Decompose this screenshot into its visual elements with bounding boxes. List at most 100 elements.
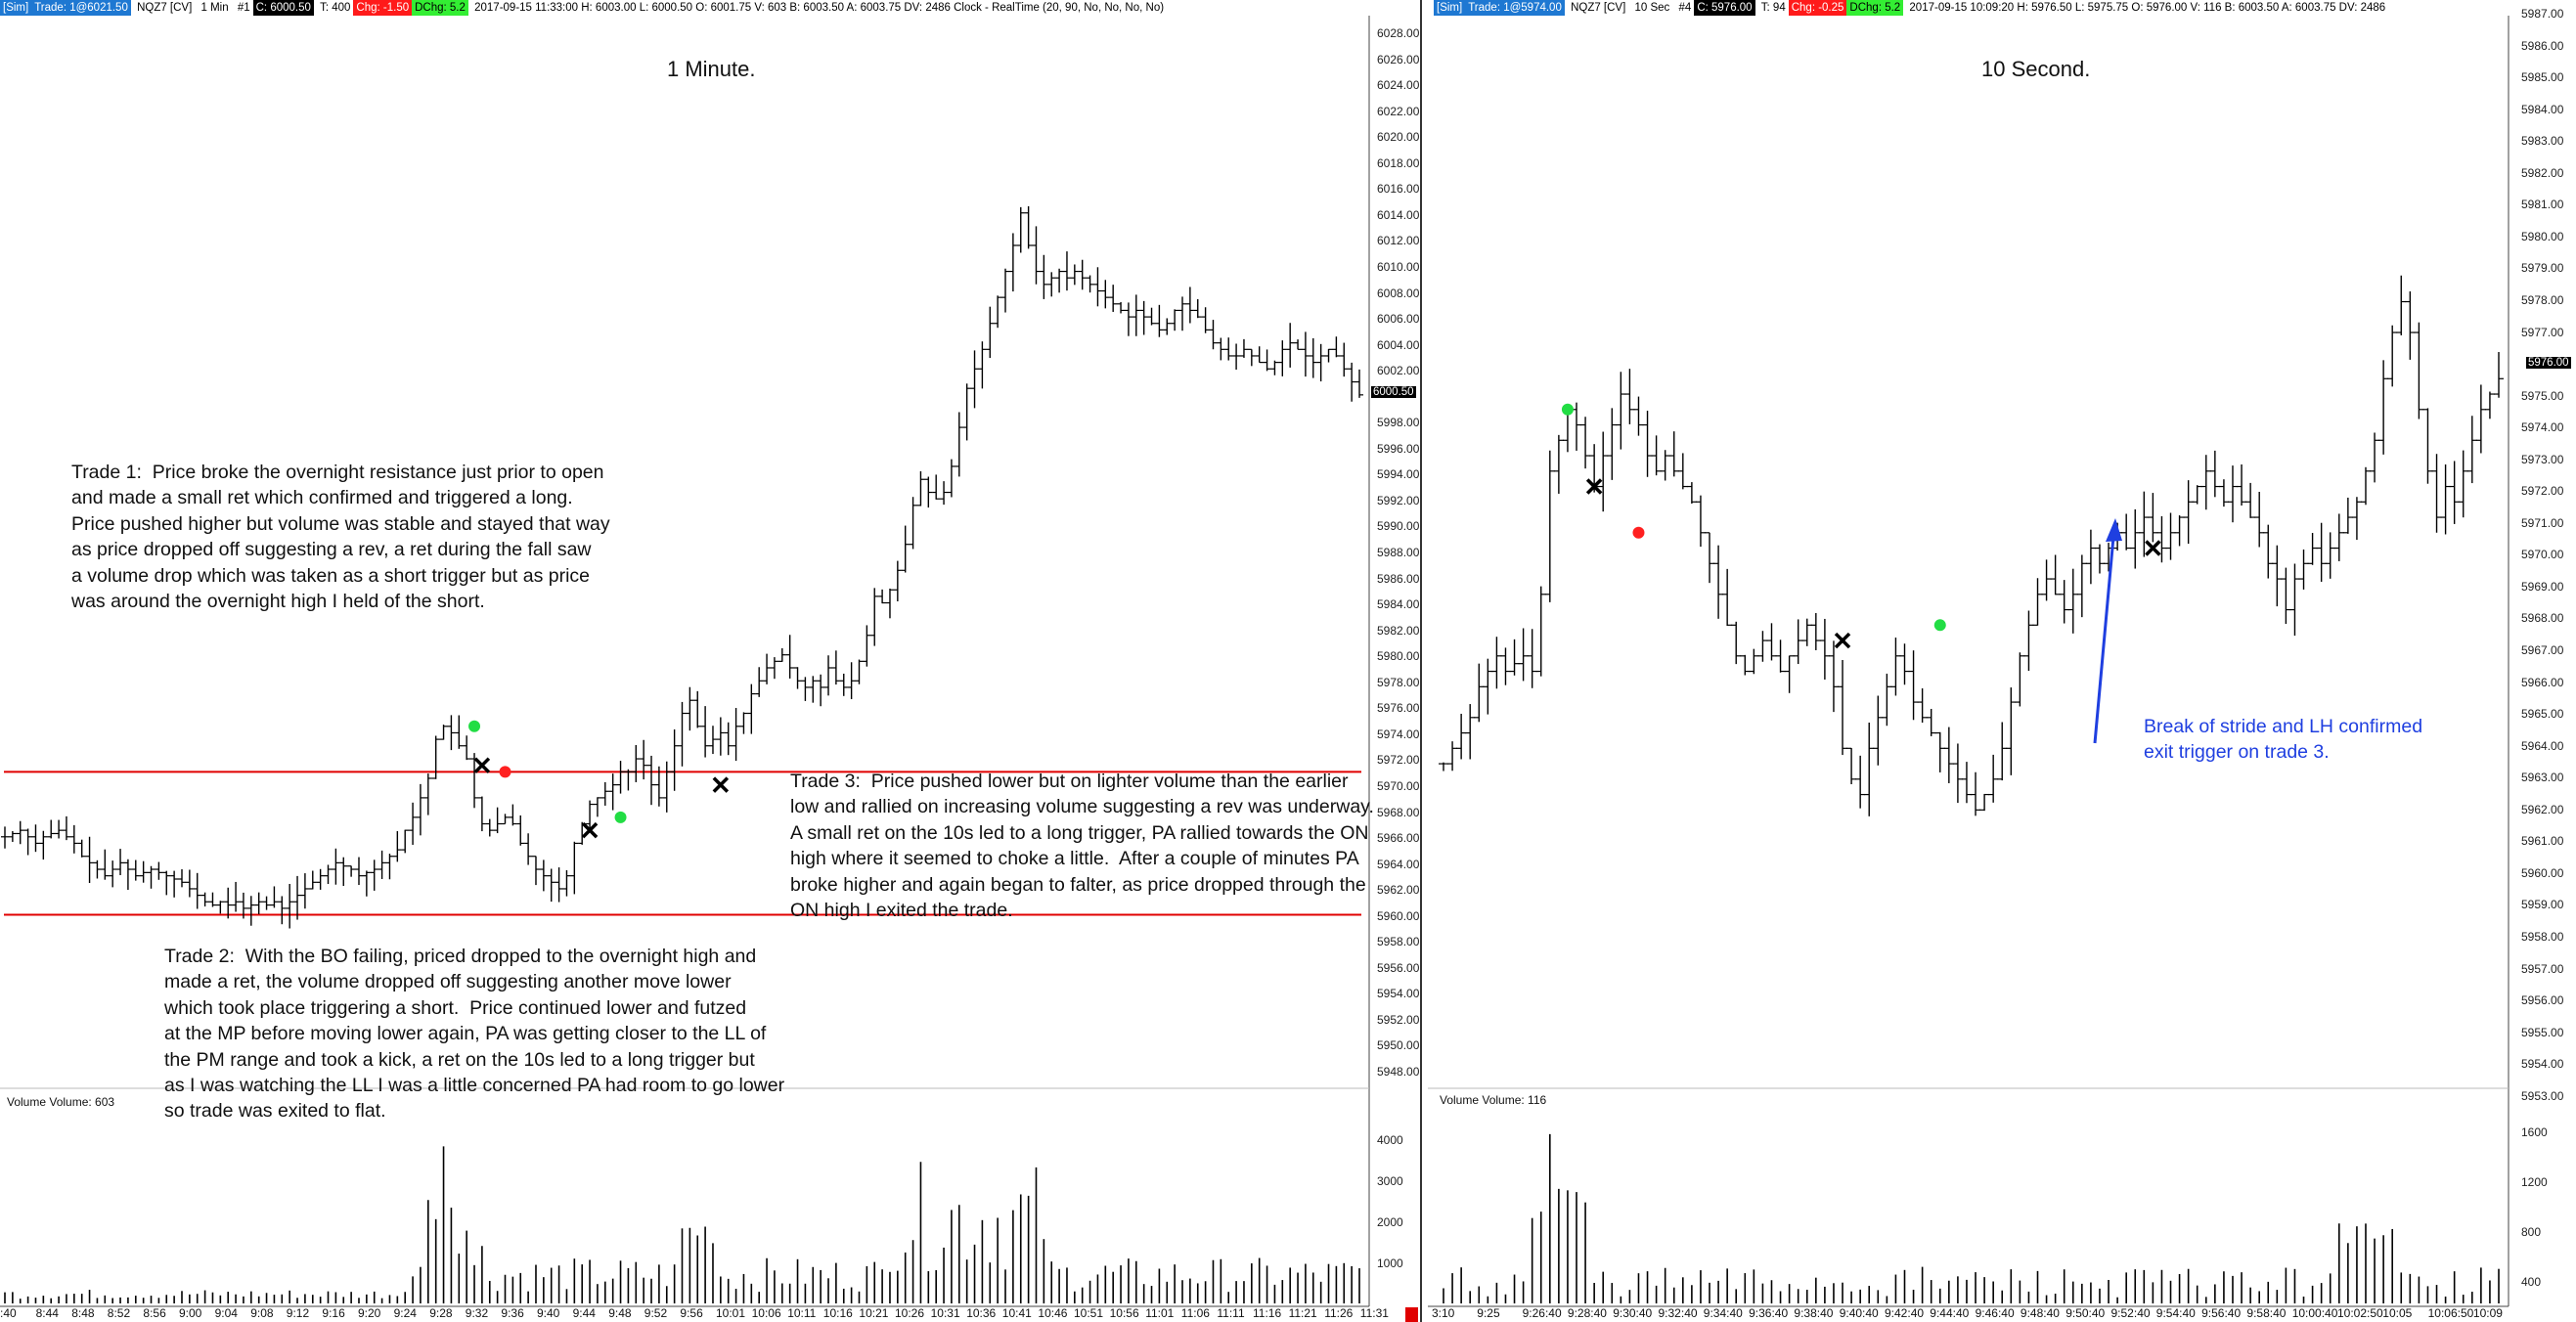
price-tick-label: 5972.00 [2521, 484, 2564, 499]
price-tick-label: 5981.00 [2521, 198, 2564, 212]
price-tick-label: 5980.00 [1377, 649, 1420, 664]
price-tick-label: 6026.00 [1377, 52, 1420, 66]
price-tick-label: 5980.00 [2521, 229, 2564, 243]
time-tick-label: 11:21 [1288, 1306, 1317, 1320]
volume-tick-label: 3000 [1377, 1174, 1403, 1188]
time-tick-label: 8:48 [71, 1306, 95, 1320]
volume-tick-label: 800 [2521, 1225, 2542, 1239]
time-tick-label: 11:06 [1180, 1306, 1210, 1320]
price-tick-label: 5958.00 [1377, 935, 1420, 949]
time-tick-label: 9:00 [179, 1306, 202, 1320]
price-tick-label: 5961.00 [2521, 834, 2564, 849]
time-tick-label: 9:36:40 [1749, 1306, 1789, 1320]
trade3-annotation: Trade 3: Price pushed lower but on light… [790, 771, 1374, 922]
price-tick-label: 6002.00 [1377, 364, 1420, 378]
time-tick-label: 11:16 [1253, 1306, 1282, 1320]
trade-badge: Trade: 1@6021.50 [31, 0, 131, 16]
time-tick-label: 10:06 [751, 1306, 781, 1320]
price-chart-10sec[interactable] [1428, 0, 2576, 1322]
price-tick-label: 5990.00 [1377, 519, 1420, 534]
bar-info: 2017-09-15 11:33:00 H: 6003.00 L: 6000.5… [474, 2, 1165, 14]
time-tick-label: 9:58:40 [2246, 1306, 2287, 1320]
status-bar: [Sim] Trade: 1@5974.00 NQZ7 [CV] 10 Sec #… [1434, 0, 2388, 16]
time-tick-label: 10:01 [716, 1306, 746, 1320]
price-tick-label: 5956.00 [1377, 960, 1420, 975]
volume-tick-label: 1200 [2521, 1175, 2548, 1189]
close-badge: C: 6000.50 [252, 0, 314, 16]
long-entry-marker [1933, 619, 1946, 632]
ticks-label: T: 94 [1760, 2, 1786, 14]
time-tick-label: 9:16 [322, 1306, 345, 1320]
price-tick-label: 5963.00 [2521, 771, 2564, 785]
volume-tick-label: 2000 [1377, 1215, 1403, 1229]
price-tick-label: 6022.00 [1377, 104, 1420, 118]
price-tick-label: 6016.00 [1377, 182, 1420, 197]
time-tick-label: 9:20 [358, 1306, 381, 1320]
price-tick-label: 5984.00 [2521, 102, 2564, 116]
price-tick-label: 5966.00 [1377, 831, 1420, 846]
chart-number: #1 [237, 2, 250, 14]
time-tick-label: 9:24 [393, 1306, 417, 1320]
time-tick-label: 10:56 [1109, 1306, 1139, 1320]
time-tick-label: 9:52 [644, 1306, 668, 1320]
change-badge: Chg: -1.50 [353, 0, 413, 16]
last-price-tag: 6000.50 [1371, 386, 1416, 398]
daily-change-badge: DChg: 5.2 [1846, 0, 1904, 16]
price-tick-label: 5958.00 [2521, 929, 2564, 944]
price-tick-label: 5965.00 [2521, 707, 2564, 722]
price-tick-label: 5959.00 [2521, 898, 2564, 912]
price-tick-label: 5952.00 [1377, 1012, 1420, 1027]
arrow-head-icon [2106, 518, 2122, 542]
price-tick-label: 5992.00 [1377, 493, 1420, 507]
price-tick-label: 5979.00 [2521, 261, 2564, 276]
price-tick-label: 5974.00 [2521, 420, 2564, 435]
status-indicator [1405, 1307, 1418, 1322]
price-tick-label: 5970.00 [1377, 778, 1420, 793]
time-tick-label: 10:00:40 [2291, 1306, 2338, 1320]
price-tick-label: 5953.00 [2521, 1088, 2564, 1103]
time-axis[interactable]: 3:10 9:25 9:26:40 9:28:40 9:30:40 9:32:40 9:34… [1428, 1306, 2523, 1322]
price-tick-label: 5969.00 [2521, 579, 2564, 594]
price-tick-label: 5984.00 [1377, 597, 1420, 612]
symbol-label: NQZ7 [CV] [137, 2, 193, 14]
price-tick-label: 5978.00 [2521, 292, 2564, 307]
price-tick-label: 6008.00 [1377, 286, 1420, 300]
time-tick-label: 9:32 [465, 1306, 489, 1320]
time-tick-label: 9:50:40 [2065, 1306, 2106, 1320]
price-tick-label: 5983.00 [2521, 134, 2564, 149]
time-tick-label: 11:26 [1324, 1306, 1354, 1320]
price-tick-label: 5994.00 [1377, 467, 1420, 482]
trade1-annotation: Trade 1: Price broke the overnight resis… [71, 462, 610, 613]
volume-title: Volume Volume: 116 [1440, 1093, 1547, 1107]
time-axis[interactable]: :40 8:44 8:48 8:52 8:56 9:00 9:04 9:08 9:12 9:16 9… [0, 1306, 1389, 1322]
time-tick-label: 9:56 [680, 1306, 703, 1320]
price-tick-label: 5996.00 [1377, 441, 1420, 456]
time-tick-label: 9:46:40 [1975, 1306, 2015, 1320]
price-tick-label: 5956.00 [2521, 993, 2564, 1008]
price-tick-label: 5971.00 [2521, 515, 2564, 530]
price-tick-label: 5955.00 [2521, 1025, 2564, 1039]
price-tick-label: 5968.00 [2521, 611, 2564, 626]
time-tick-label: 10:16 [822, 1306, 853, 1320]
price-tick-label: 5950.00 [1377, 1038, 1420, 1053]
price-tick-label: 5966.00 [2521, 675, 2564, 689]
price-tick-label: 5986.00 [2521, 38, 2564, 53]
price-tick-label: 5978.00 [1377, 675, 1420, 689]
chart-panel-10sec[interactable]: [Sim] Trade: 1@5974.00 NQZ7 [CV] 10 Sec #… [1428, 0, 2576, 1322]
volume-tick-label: 400 [2521, 1275, 2542, 1289]
price-tick-label: 5967.00 [2521, 643, 2564, 657]
time-tick-label: 10:21 [859, 1306, 889, 1320]
price-chart-1min[interactable] [0, 0, 1423, 1322]
chart-panel-1min[interactable]: [Sim] Trade: 1@6021.50 NQZ7 [CV] 1 Min #1… [0, 0, 1423, 1322]
time-tick-label: 9:44 [572, 1306, 596, 1320]
price-tick-label: 5976.00 [1377, 701, 1420, 716]
time-tick-label: 9:48 [608, 1306, 632, 1320]
status-bar: [Sim] Trade: 1@6021.50 NQZ7 [CV] 1 Min #1… [0, 0, 1167, 16]
price-tick-label: 5962.00 [1377, 883, 1420, 898]
time-tick-label: 10:36 [966, 1306, 997, 1320]
close-badge: C: 5976.00 [1694, 0, 1755, 16]
time-tick-label: 10:46 [1038, 1306, 1068, 1320]
sim-badge: [Sim] [1434, 0, 1466, 16]
price-tick-label: 6028.00 [1377, 26, 1420, 40]
long-entry-marker [614, 811, 627, 823]
